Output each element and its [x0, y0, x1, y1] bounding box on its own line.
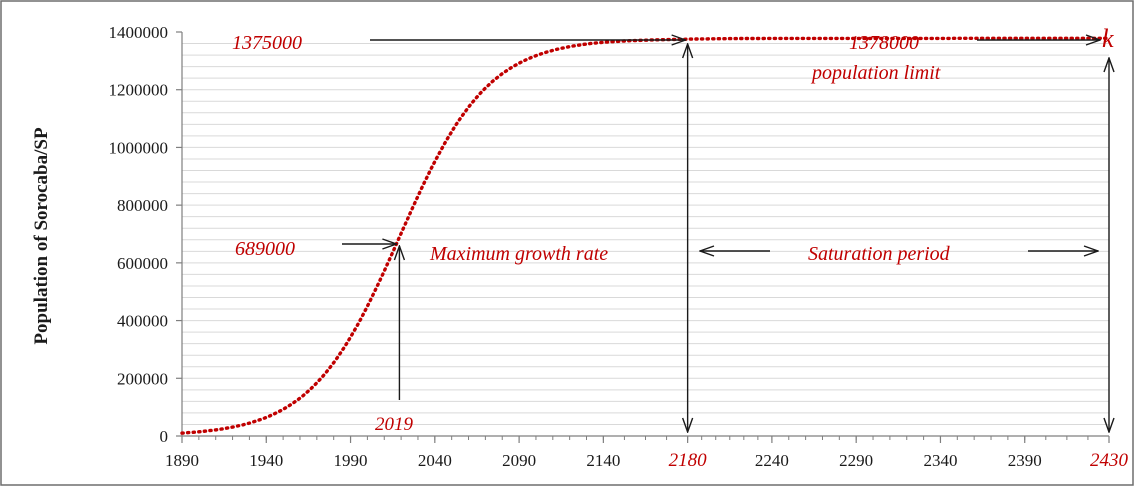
x-tick-label: 2430 — [1090, 450, 1129, 471]
y-tick-label: 200000 — [117, 369, 168, 388]
y-tick-label: 1200000 — [109, 81, 169, 100]
x-tick-label: 2180 — [669, 450, 708, 471]
x-tick-label: 2240 — [755, 451, 789, 470]
annotation-maximum-growth-rate: Maximum growth rate — [429, 243, 608, 265]
x-tick-label: 2040 — [418, 451, 452, 470]
x-tick-label: 2340 — [923, 451, 957, 470]
x-tick-label: 1990 — [334, 451, 368, 470]
y-tick-label: 0 — [160, 427, 169, 446]
x-tick-label: 2290 — [839, 451, 873, 470]
annotation-1375000: 1375000 — [232, 32, 302, 54]
x-tick-label: 2390 — [1008, 451, 1042, 470]
x-tick-label: 2090 — [502, 451, 536, 470]
annotation-population-limit: population limit — [810, 62, 941, 84]
x-tick-label: 2140 — [586, 451, 620, 470]
y-tick-label: 1000000 — [109, 138, 169, 157]
annotation-1378000: 1378000 — [849, 32, 919, 54]
annotation-689000: 689000 — [235, 238, 295, 260]
x-tick-label: 1940 — [249, 451, 283, 470]
x-tick-label: 1890 — [165, 451, 199, 470]
annotation-saturation-period: Saturation period — [808, 243, 951, 265]
annotation-year-2019: 2019 — [375, 414, 414, 435]
annotation-k: k — [1102, 24, 1114, 53]
y-tick-label: 800000 — [117, 196, 168, 215]
y-tick-label: 400000 — [117, 312, 168, 331]
y-tick-label: 1400000 — [109, 23, 169, 42]
y-tick-label: 600000 — [117, 254, 168, 273]
y-axis-label: Population of Sorocaba/SP — [31, 127, 52, 345]
